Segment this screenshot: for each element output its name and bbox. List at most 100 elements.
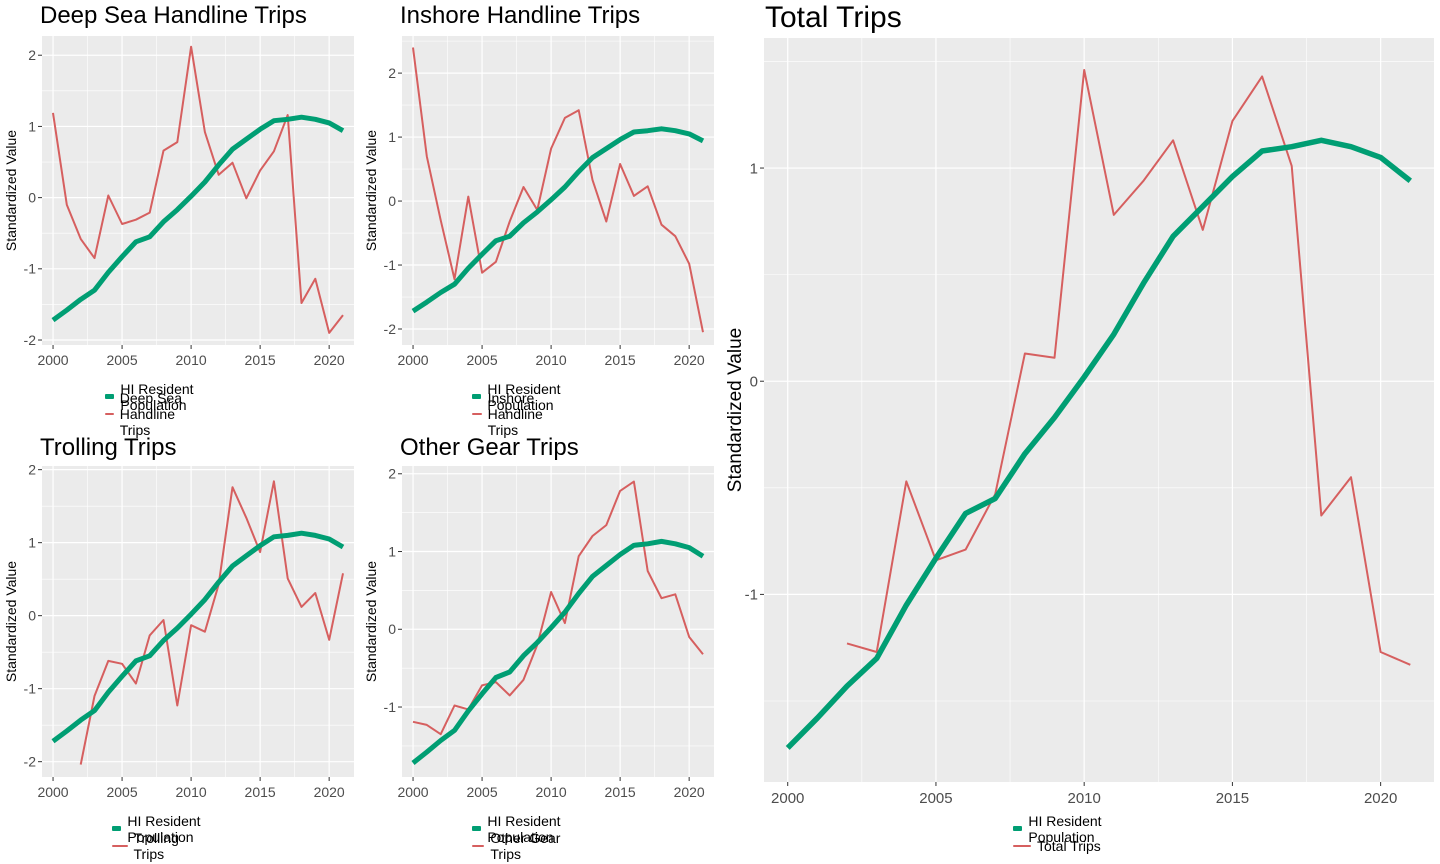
trips-line bbox=[412, 480, 704, 736]
population-line bbox=[51, 530, 345, 744]
x-tick-label: 2015 bbox=[245, 784, 276, 800]
trips-line bbox=[79, 480, 344, 765]
y-axis-title: Standardized Value bbox=[363, 130, 379, 251]
y-axis-title: Standardized Value bbox=[725, 328, 746, 492]
legend-label-population: HI Resident Population bbox=[487, 380, 561, 413]
population-key bbox=[472, 826, 482, 831]
trips-key bbox=[105, 412, 114, 415]
legend-label-trips: Deep Sea Handline Trips bbox=[119, 389, 182, 438]
legend: HI Resident Population Total Trips bbox=[1013, 813, 1103, 854]
population-key bbox=[105, 394, 115, 399]
y-axis-title: Standardized Value bbox=[3, 561, 19, 682]
population-line bbox=[411, 126, 705, 314]
y-tick-label: 1 bbox=[388, 129, 396, 145]
y-tick-label: -1 bbox=[24, 681, 37, 697]
y-tick-label: -2 bbox=[24, 332, 37, 348]
legend-item-population: HI Resident Population bbox=[472, 813, 562, 845]
y-tick-label: -1 bbox=[24, 261, 37, 277]
y-tick-label: -1 bbox=[384, 257, 397, 273]
x-tick-label: 2015 bbox=[245, 352, 276, 368]
population-key bbox=[472, 394, 482, 399]
legend-item-trips: Other Gear Trips bbox=[472, 830, 562, 862]
legend-item-trips: Inshore Handline Trips bbox=[472, 390, 562, 438]
x-tick-label: 2005 bbox=[106, 784, 137, 800]
legend-item-trips: Deep Sea Handline Trips bbox=[105, 390, 195, 438]
y-tick-label: 0 bbox=[388, 193, 396, 209]
y-tick-label: 2 bbox=[28, 47, 36, 63]
legend-item-population: HI Resident Population bbox=[112, 813, 202, 845]
x-tick-label: 2015 bbox=[605, 784, 636, 800]
y-axis-title: Standardized Value bbox=[3, 130, 19, 251]
legend-label-trips: Inshore Handline Trips bbox=[487, 389, 543, 438]
x-tick-label: 2020 bbox=[314, 352, 345, 368]
population-line bbox=[411, 538, 705, 765]
y-axis-title: Standardized Value bbox=[363, 561, 379, 682]
legend-item-population: HI Resident Population bbox=[105, 381, 195, 413]
y-tick-label: 1 bbox=[28, 535, 36, 551]
y-tick-label: 0 bbox=[28, 608, 36, 624]
x-tick-label: 2005 bbox=[919, 790, 952, 807]
y-tick-label: 1 bbox=[388, 543, 396, 559]
chart-title: Inshore Handline Trips bbox=[400, 2, 641, 29]
x-tick-label: 2010 bbox=[536, 352, 567, 368]
x-tick-label: 2010 bbox=[176, 352, 207, 368]
legend-item-trips: Total Trips bbox=[1013, 837, 1103, 854]
y-tick-label: -2 bbox=[384, 321, 397, 337]
y-tick-label: 0 bbox=[750, 373, 758, 390]
legend-item-trips: Trolling Trips bbox=[112, 830, 202, 862]
x-tick-label: 2005 bbox=[466, 352, 497, 368]
legend: HI Resident Population Inshore Handline … bbox=[472, 381, 562, 438]
legend-item-population: HI Resident Population bbox=[472, 381, 562, 413]
trips-line bbox=[412, 47, 704, 333]
trips-line bbox=[846, 69, 1411, 666]
x-tick-label: 2020 bbox=[314, 784, 345, 800]
legend-label-population: HI Resident Population bbox=[127, 812, 201, 845]
chart-title: Trolling Trips bbox=[40, 434, 177, 461]
chart-title: Deep Sea Handline Trips bbox=[40, 2, 307, 29]
chart-title: Total Trips bbox=[765, 1, 902, 34]
y-tick-label: 2 bbox=[388, 466, 396, 482]
legend: HI Resident Population Trolling Trips bbox=[112, 813, 202, 862]
y-tick-label: -2 bbox=[24, 754, 37, 770]
population-line bbox=[51, 114, 345, 323]
x-tick-label: 2015 bbox=[1216, 790, 1249, 807]
legend-label-trips: Total Trips bbox=[1037, 837, 1101, 854]
x-tick-label: 2005 bbox=[466, 784, 497, 800]
x-tick-label: 2000 bbox=[397, 352, 428, 368]
y-tick-label: -1 bbox=[384, 699, 397, 715]
y-tick-label: 2 bbox=[388, 65, 396, 81]
x-tick-label: 2000 bbox=[37, 352, 68, 368]
y-tick-label: 0 bbox=[388, 621, 396, 637]
x-tick-label: 2010 bbox=[176, 784, 207, 800]
trips-key bbox=[112, 844, 128, 847]
legend-item-population: HI Resident Population bbox=[1013, 813, 1103, 845]
x-tick-label: 2020 bbox=[1364, 790, 1397, 807]
y-tick-label: 1 bbox=[28, 118, 36, 134]
legend-label-trips: Other Gear Trips bbox=[490, 829, 561, 862]
population-key bbox=[1013, 826, 1023, 831]
x-tick-label: 2010 bbox=[536, 784, 567, 800]
x-tick-label: 2000 bbox=[397, 784, 428, 800]
x-tick-label: 2005 bbox=[106, 352, 137, 368]
y-tick-label: 0 bbox=[28, 190, 36, 206]
chart-title: Other Gear Trips bbox=[400, 434, 579, 461]
legend-label-population: HI Resident Population bbox=[487, 812, 561, 845]
x-tick-label: 2015 bbox=[605, 352, 636, 368]
x-tick-label: 2000 bbox=[37, 784, 68, 800]
legend-label-trips: Trolling Trips bbox=[133, 829, 179, 862]
population-line bbox=[785, 137, 1413, 750]
x-tick-label: 2020 bbox=[674, 352, 705, 368]
y-tick-label: 2 bbox=[28, 462, 36, 478]
population-key bbox=[112, 826, 122, 831]
y-tick-label: 1 bbox=[750, 160, 758, 177]
x-tick-label: 2020 bbox=[674, 784, 705, 800]
legend: HI Resident Population Other Gear Trips bbox=[472, 813, 562, 862]
trips-key bbox=[1013, 844, 1031, 847]
trips-key bbox=[472, 412, 482, 415]
legend-label-population: HI Resident Population bbox=[120, 380, 194, 413]
